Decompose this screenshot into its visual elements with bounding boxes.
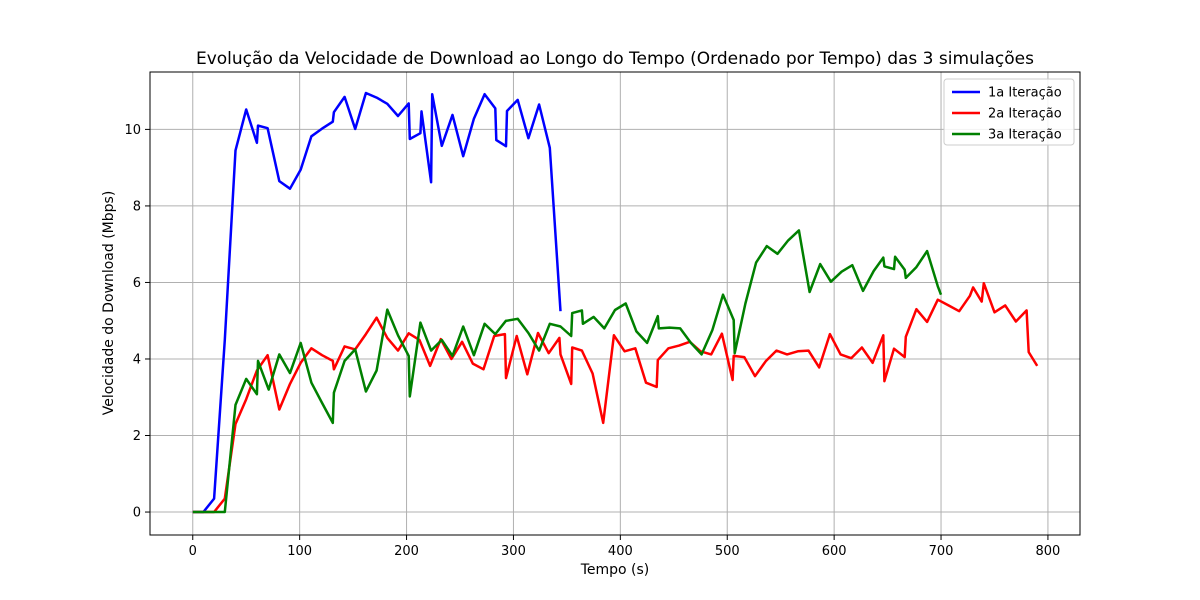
grid <box>150 72 1080 535</box>
y-tick-label: 8 <box>133 199 141 214</box>
y-axis: 0 2 4 6 8 10 <box>124 123 150 521</box>
legend-label: 1a Iteração <box>988 86 1062 101</box>
x-tick-label: 600 <box>822 544 847 559</box>
y-tick-label: 2 <box>133 429 141 444</box>
x-tick-label: 200 <box>394 544 419 559</box>
x-tick-label: 400 <box>608 544 633 559</box>
x-tick-label: 100 <box>287 544 312 559</box>
y-tick-label: 6 <box>133 276 141 291</box>
x-tick-label: 500 <box>715 544 740 559</box>
series-line-1 <box>192 91 562 514</box>
y-axis-label: Velocidade do Download (Mbps) <box>101 191 117 416</box>
legend-label: 2a Iteração <box>988 107 1062 122</box>
y-tick-label: 4 <box>133 352 141 367</box>
y-tick-label: 10 <box>124 123 141 138</box>
series-line-2 <box>192 281 1039 514</box>
x-tick-label: 700 <box>929 544 954 559</box>
x-tick-label: 300 <box>501 544 526 559</box>
chart-title: Evolução da Velocidade de Download ao Lo… <box>196 49 1034 69</box>
series-layer <box>192 91 1039 514</box>
legend-box <box>943 78 1075 146</box>
legend-label: 3a Iteração <box>988 128 1062 143</box>
legend: 1a Iteração 2a Iteração 3a Iteração <box>943 78 1075 146</box>
plot-frame <box>149 71 1081 536</box>
x-axis-label: Tempo (s) <box>580 562 650 578</box>
x-axis: 0 100 200 300 400 500 600 700 800 <box>189 535 1061 559</box>
y-tick-label: 0 <box>133 506 141 521</box>
series-line-3 <box>192 229 943 514</box>
x-tick-label: 800 <box>1036 544 1061 559</box>
x-tick-label: 0 <box>189 544 197 559</box>
